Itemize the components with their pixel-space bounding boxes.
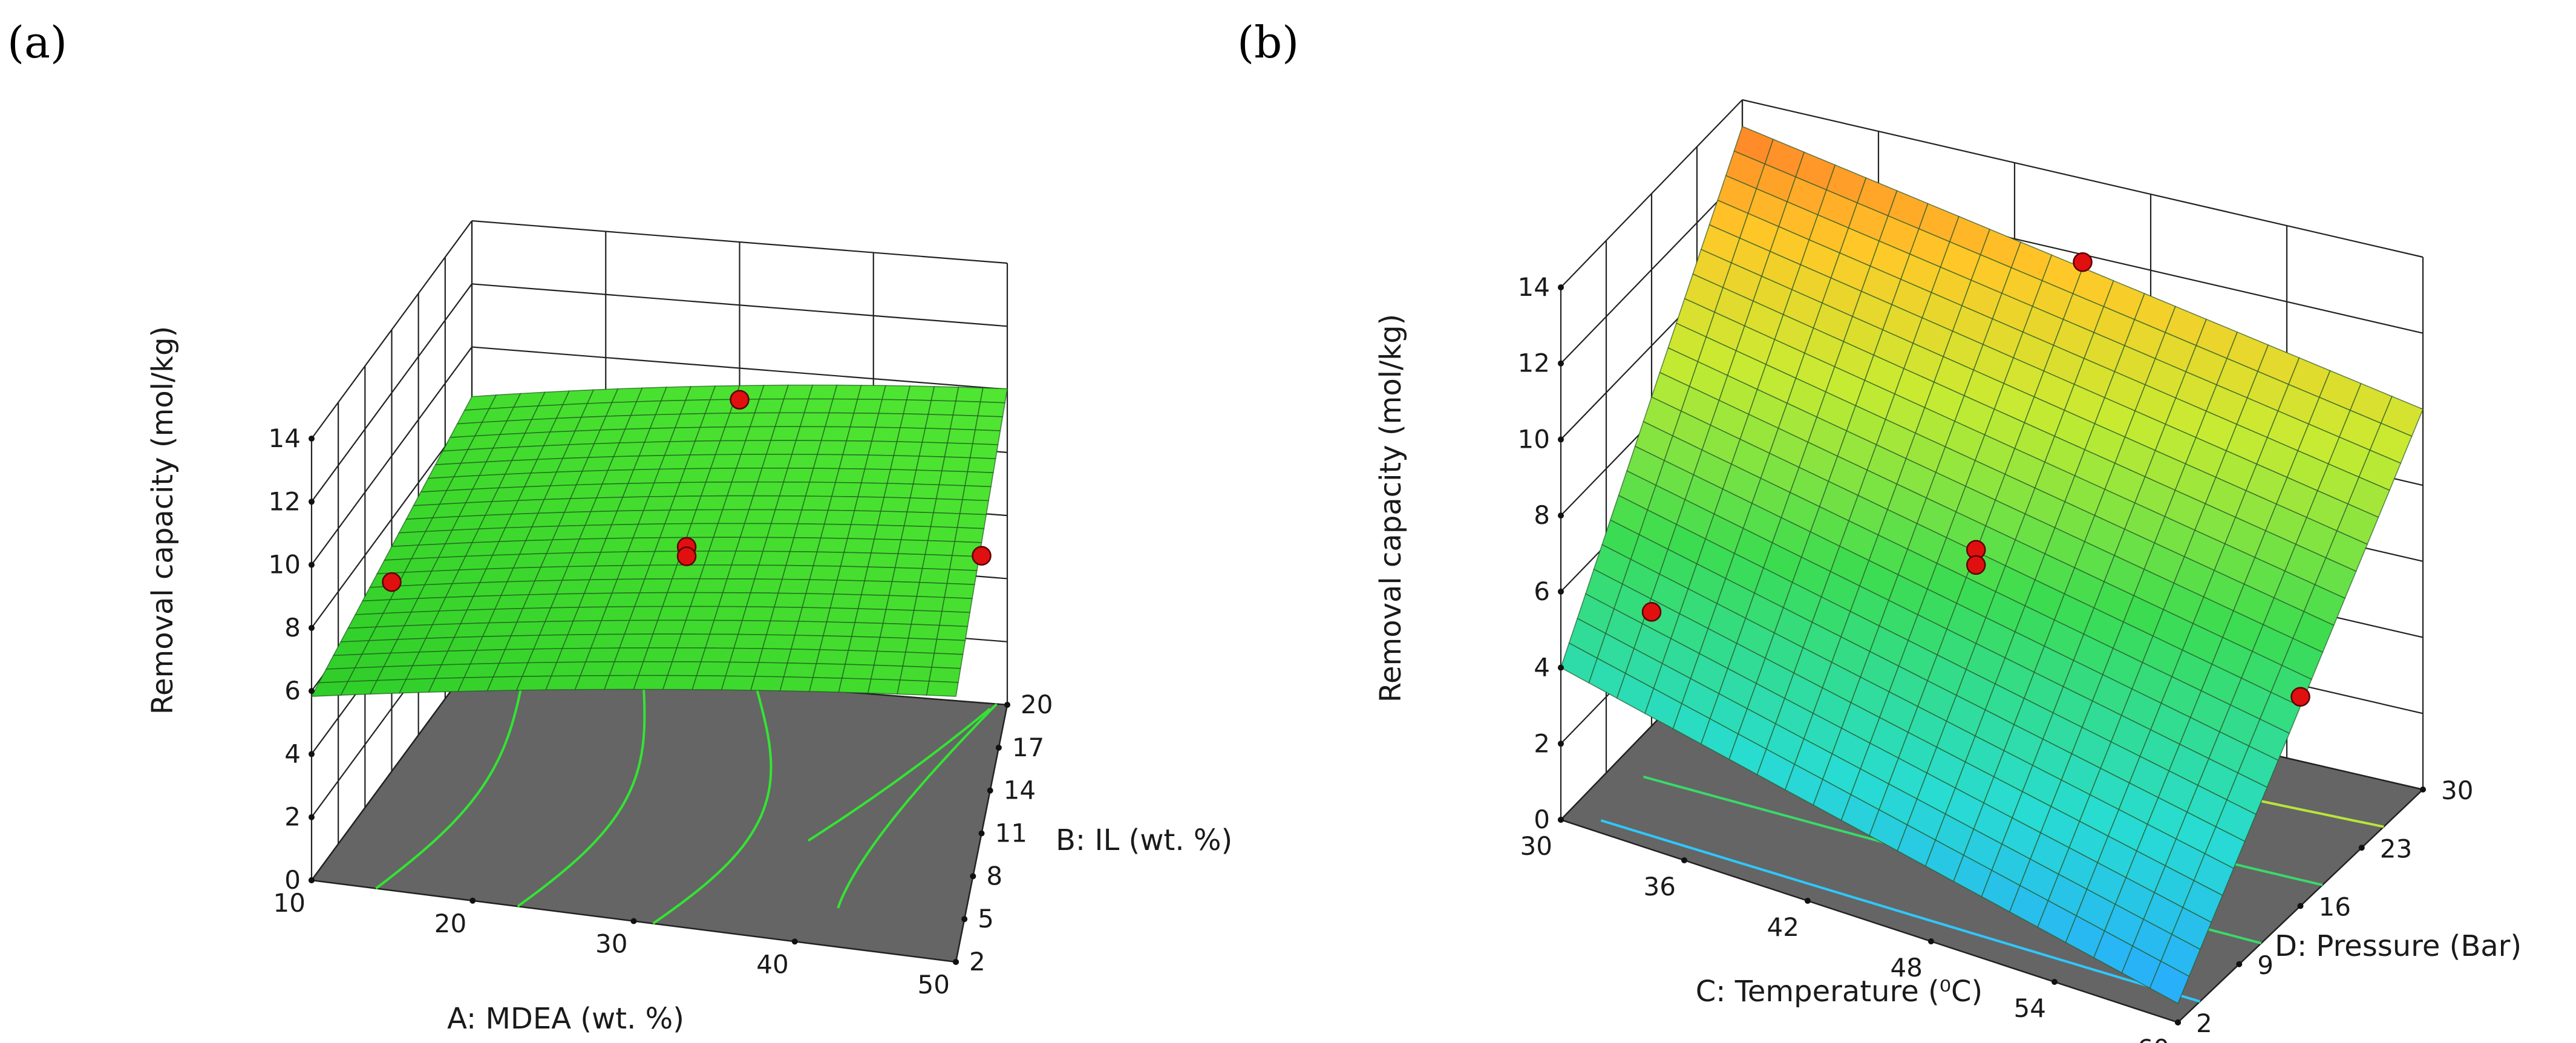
contour-line: [1600, 819, 2200, 1003]
z-tick-label: 2: [284, 802, 301, 832]
y-tick-label: 23: [2380, 834, 2412, 863]
y-tick-label: 11: [995, 819, 1027, 848]
y-tick-label: 16: [2319, 892, 2351, 922]
y-axis-title: D: Pressure (Bar): [2275, 929, 2522, 963]
z-tick-label: 14: [269, 423, 301, 453]
z-tick-label: 14: [1518, 272, 1550, 302]
z-tick-label: 4: [1534, 653, 1550, 682]
design-point: [2290, 687, 2310, 707]
panel-label: (a): [7, 17, 67, 68]
floor-plane: [310, 661, 1008, 963]
y-tick-label: 8: [986, 861, 1002, 891]
z-tick-label: 4: [284, 739, 301, 768]
z-tick-label: 6: [284, 676, 301, 705]
x-tick-label: 40: [756, 949, 788, 979]
design-point: [1966, 555, 1986, 575]
z-axis-title: Removal capacity (mol/kg): [1374, 314, 1408, 703]
contour-line: [652, 684, 773, 925]
z-tick-label: 10: [1518, 424, 1550, 454]
contour-lines: [375, 666, 998, 925]
x-tick-label: 48: [1891, 953, 1923, 983]
z-tick-label: 10: [269, 550, 301, 580]
response-surface: [310, 384, 1008, 697]
design-point: [972, 546, 992, 566]
contour-line: [517, 676, 646, 907]
panel-label: (b): [1237, 17, 1299, 68]
x-tick-label: 36: [1644, 872, 1676, 901]
design-point: [382, 572, 402, 592]
y-tick-label: 2: [969, 947, 986, 976]
x-tick-label: 42: [1767, 912, 1799, 942]
contour-line: [375, 666, 527, 890]
z-tick-label: 12: [1518, 348, 1550, 378]
x-tick-label: 30: [1520, 831, 1552, 861]
design-point: [2073, 252, 2093, 272]
y-tick-label: 17: [1012, 733, 1044, 762]
z-axis-title: Removal capacity (mol/kg): [146, 326, 180, 715]
contour-line: [837, 703, 998, 909]
z-tick-label: 8: [1534, 500, 1550, 530]
x-tick-label: 54: [2014, 993, 2046, 1023]
z-tick-label: 12: [269, 486, 301, 516]
y-tick-label: 9: [2257, 950, 2274, 980]
response-surface: [1560, 125, 2424, 1004]
y-tick-label: 5: [978, 904, 994, 933]
x-tick-label: 30: [595, 929, 627, 959]
design-point: [676, 546, 697, 566]
y-axis-title: B: IL (wt. %): [1056, 823, 1232, 857]
panel-a-surface-plot: (a) 0 2 4 6 8 10 12 14 10 20 30 40 50 2 5 8 11 14 17 20 Remov…: [7, 17, 1232, 1036]
y-tick-label: 2: [2196, 1009, 2212, 1038]
design-point: [1641, 602, 1662, 622]
y-tick-label: 30: [2441, 776, 2473, 805]
x-tick-label: 20: [434, 909, 466, 938]
design-point: [730, 390, 750, 410]
panel-b-surface-plot: (b) 0 2 4 6 8 10 12 14 30 36 42 48 54 60 2 9 16 23 30 Remova…: [1237, 17, 2522, 1043]
z-tick-label: 0: [1534, 805, 1550, 834]
x-tick-label: 50: [918, 970, 950, 999]
y-tick-label: 20: [1021, 690, 1053, 719]
z-tick-label: 8: [284, 613, 301, 642]
contour-line: [807, 707, 991, 842]
x-axis-title: C: Temperature (⁰C): [1696, 975, 1983, 1009]
x-tick-label: 60: [2137, 1034, 2169, 1043]
z-tick-label: 2: [1534, 728, 1550, 758]
z-tick-label: 6: [1534, 577, 1550, 606]
x-axis-title: A: MDEA (wt. %): [447, 1002, 684, 1036]
z-tick-label: 0: [284, 865, 301, 895]
x-tick-label: 10: [273, 888, 306, 918]
y-tick-label: 14: [1004, 776, 1036, 805]
